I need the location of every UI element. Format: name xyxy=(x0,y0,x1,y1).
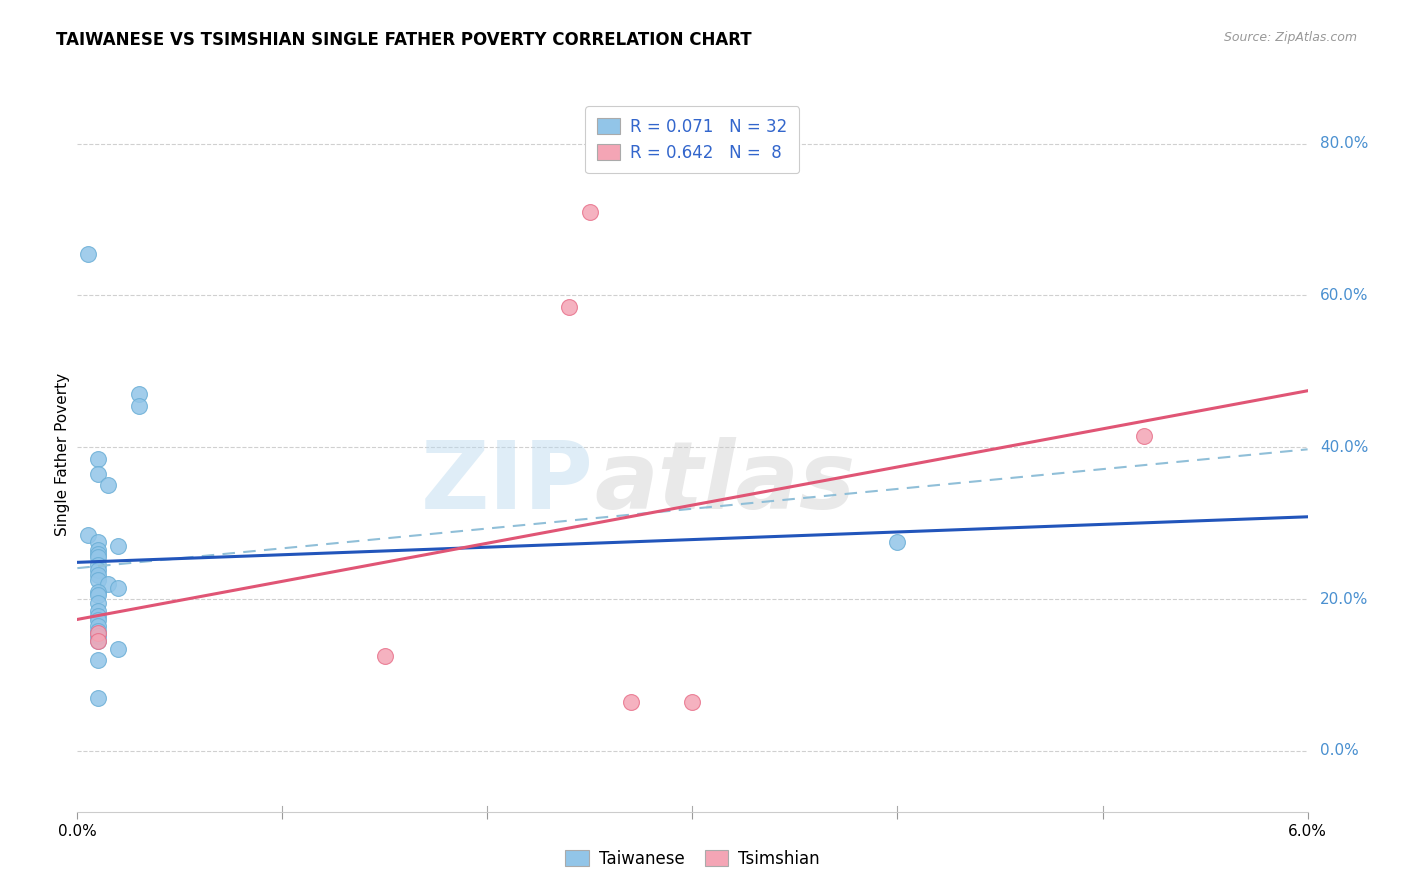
Point xyxy=(76,246,98,260)
Point xyxy=(87,563,110,577)
Y-axis label: Single Father Poverty: Single Father Poverty xyxy=(55,374,70,536)
Text: ZIP: ZIP xyxy=(422,437,595,530)
Point xyxy=(87,596,110,610)
Point xyxy=(128,399,150,413)
Point xyxy=(87,629,110,643)
Point xyxy=(87,535,110,549)
Point xyxy=(87,558,110,572)
Point xyxy=(87,584,110,599)
Point xyxy=(87,634,110,648)
Point xyxy=(128,387,150,401)
Point xyxy=(87,608,110,623)
Point xyxy=(87,567,110,582)
Point xyxy=(886,535,908,549)
Point xyxy=(87,618,110,632)
Point xyxy=(87,588,110,602)
Text: TAIWANESE VS TSIMSHIAN SINGLE FATHER POVERTY CORRELATION CHART: TAIWANESE VS TSIMSHIAN SINGLE FATHER POV… xyxy=(56,31,752,49)
Text: 60.0%: 60.0% xyxy=(1320,288,1368,303)
Point xyxy=(87,614,110,628)
Point xyxy=(87,626,110,640)
Point xyxy=(87,653,110,667)
Text: 0.0%: 0.0% xyxy=(1320,744,1358,758)
Point xyxy=(97,577,120,591)
Point xyxy=(87,603,110,617)
Legend: Taiwanese, Tsimshian: Taiwanese, Tsimshian xyxy=(558,844,827,875)
Text: 80.0%: 80.0% xyxy=(1320,136,1368,151)
Point xyxy=(87,573,110,587)
Text: 40.0%: 40.0% xyxy=(1320,440,1368,455)
Point xyxy=(87,550,110,565)
Point xyxy=(107,641,129,656)
Point xyxy=(107,581,129,595)
Point xyxy=(76,527,98,541)
Point xyxy=(374,649,396,664)
Point xyxy=(682,695,704,709)
Point xyxy=(87,547,110,561)
Text: Source: ZipAtlas.com: Source: ZipAtlas.com xyxy=(1223,31,1357,45)
Point xyxy=(107,539,129,553)
Point xyxy=(558,300,581,314)
Point xyxy=(97,478,120,492)
Point xyxy=(620,695,643,709)
Point xyxy=(1132,429,1154,443)
Point xyxy=(87,624,110,638)
Point xyxy=(87,467,110,481)
Point xyxy=(579,205,602,219)
Point xyxy=(87,451,110,466)
Text: 20.0%: 20.0% xyxy=(1320,591,1368,607)
Text: atlas: atlas xyxy=(595,437,855,530)
Point xyxy=(87,690,110,705)
Point xyxy=(87,542,110,557)
Point xyxy=(87,634,110,648)
